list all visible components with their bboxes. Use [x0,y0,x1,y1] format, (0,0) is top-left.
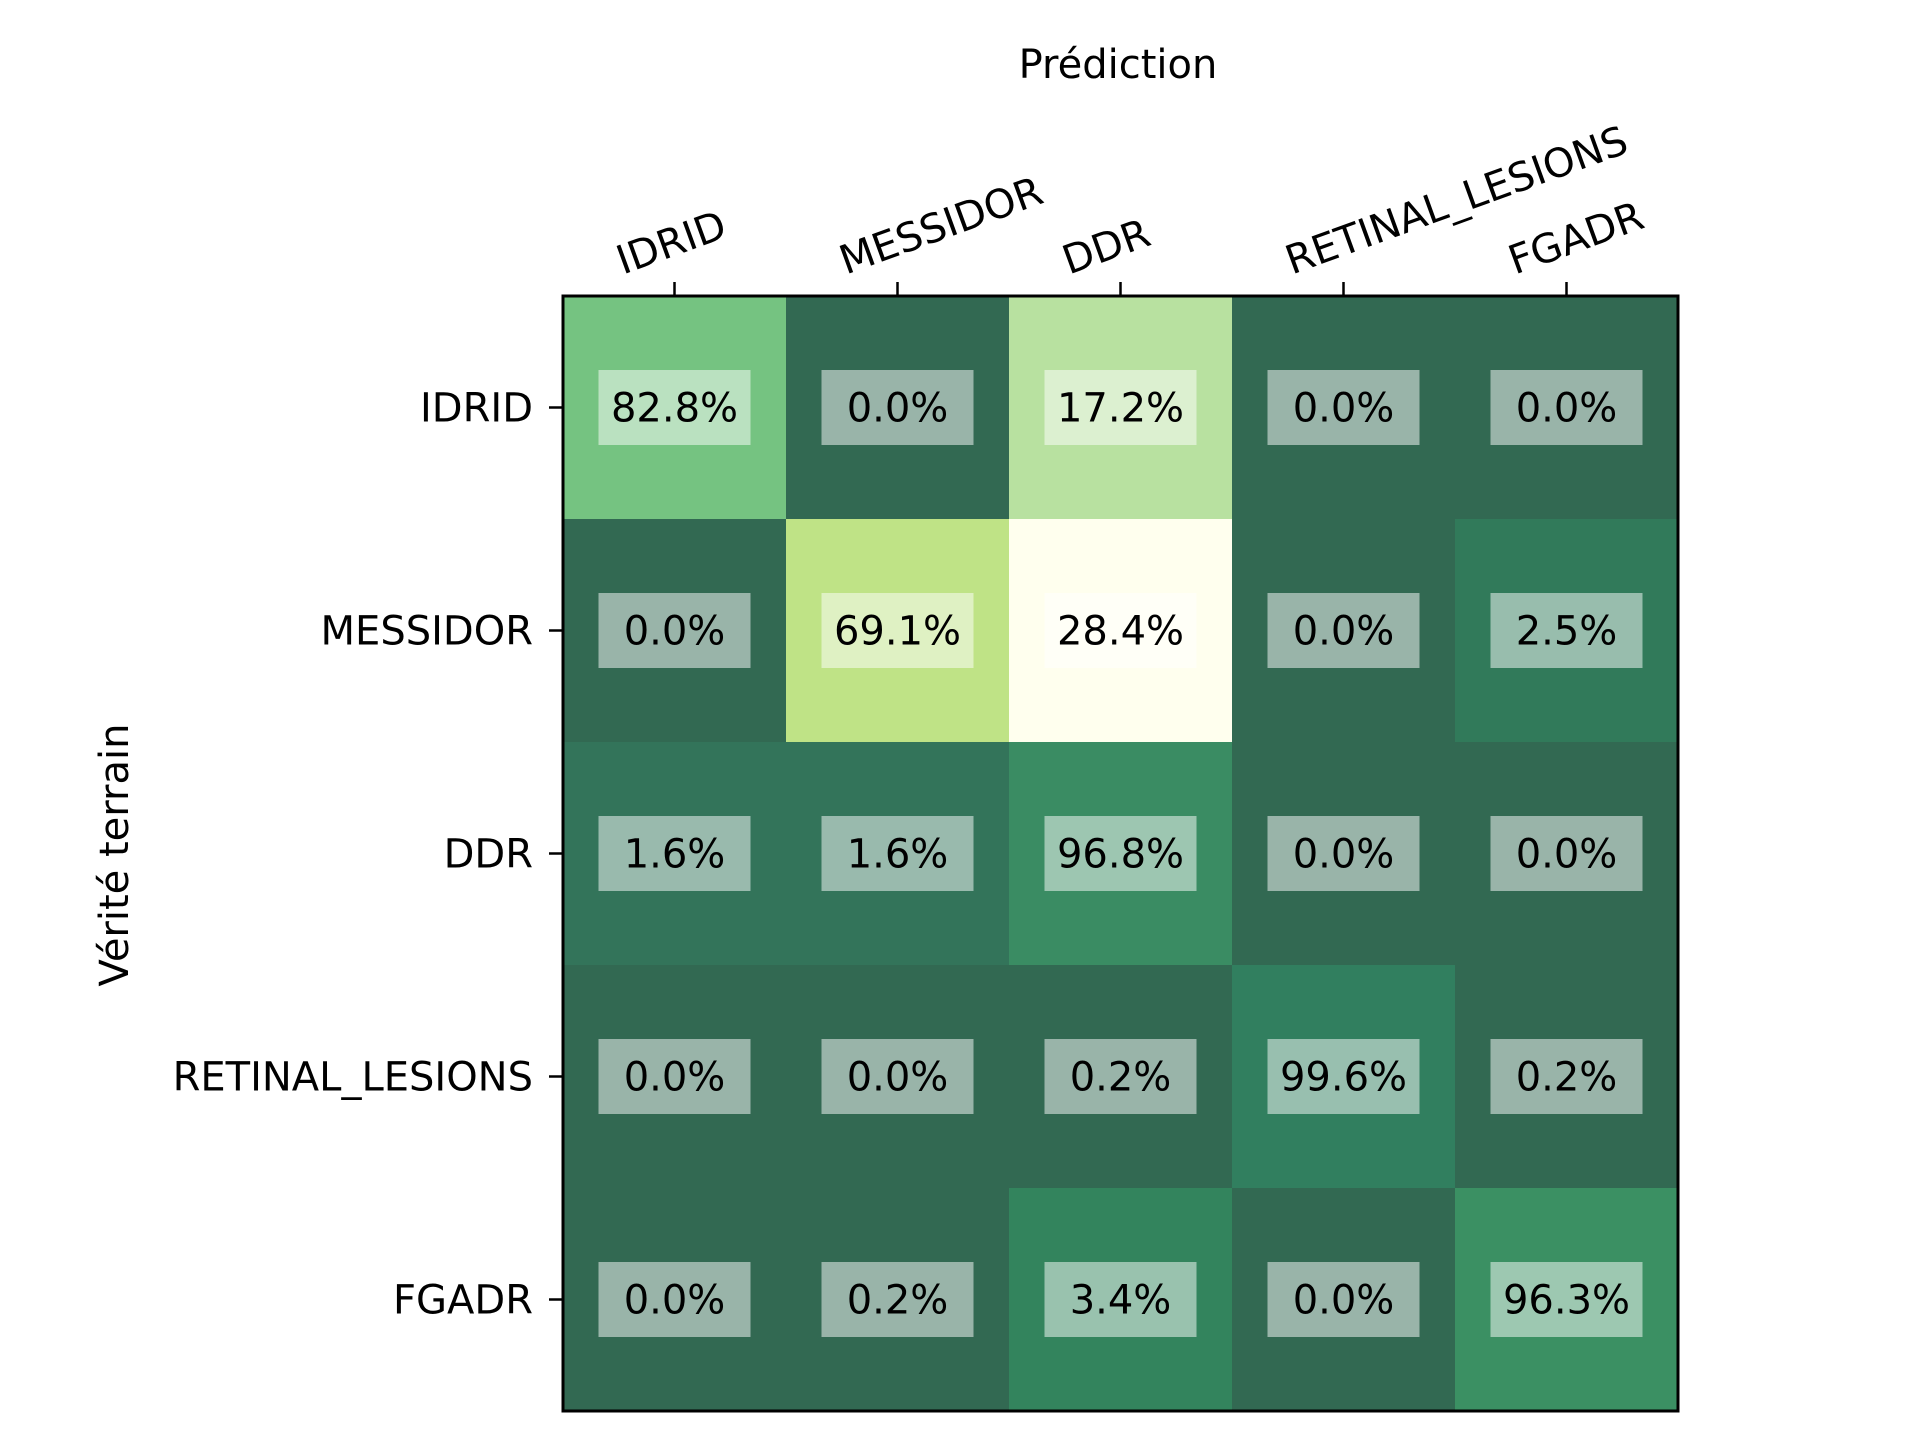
y-axis-title: Vérité terrain [92,724,138,987]
cell-label-box-1-2 [1044,593,1197,668]
cell-label-box-3-1 [821,1039,974,1114]
cell-label-box-4-4 [1490,1262,1643,1337]
cell-label-box-2-4 [1490,816,1643,891]
plot-frame [561,294,1680,1413]
y-tick-label-2: DDR [444,832,533,878]
cell-label-box-0-0 [598,370,751,445]
cell-label-0-0: 82.8% [611,386,738,432]
cell-label-box-4-3 [1267,1262,1420,1337]
cell-label-box-1-0 [598,593,751,668]
cell-label-3-2: 0.2% [1070,1055,1172,1101]
cell-label-box-1-4 [1490,593,1643,668]
cell-label-4-2: 3.4% [1070,1278,1172,1324]
cell-label-0-1: 0.0% [847,386,949,432]
cell-label-box-1-3 [1267,593,1420,668]
cell-label-0-4: 0.0% [1516,386,1618,432]
cell-label-box-2-2 [1044,816,1197,891]
heatmap-cell-labels: 82.8% 0.0% 17.2% 0.0% 0.0% 0.0% 69.1% 28.4% 0.0%… [598,370,1643,1337]
cell-label-box-0-1 [821,370,974,445]
cell-label-1-0: 0.0% [624,609,726,655]
x-tick-label-4: FGADR [1503,193,1650,284]
cell-label-box-2-3 [1267,816,1420,891]
x-tick-label-2: DDR [1057,210,1157,284]
x-tick-label-0: IDRID [611,202,733,284]
cell-label-1-4: 2.5% [1516,609,1618,655]
cell-label-box-3-4 [1490,1039,1643,1114]
cell-label-2-1: 1.6% [847,832,949,878]
cell-label-3-1: 0.0% [847,1055,949,1101]
cell-label-box-4-1 [821,1262,974,1337]
y-tick-label-3: RETINAL_LESIONS [173,1055,533,1101]
cell-label-4-0: 0.0% [624,1278,726,1324]
y-tick-label-1: MESSIDOR [321,609,533,655]
y-axis-ticks: IDRID MESSIDOR DDR RETINAL_LESIONS FGADR [173,386,563,1324]
cell-label-box-4-2 [1044,1262,1197,1337]
y-tick-label-4: FGADR [393,1278,533,1324]
x-axis-title: Prédiction [1019,42,1218,88]
cell-label-2-2: 96.8% [1057,832,1184,878]
cell-label-box-0-2 [1044,370,1197,445]
cell-label-4-4: 96.3% [1503,1278,1630,1324]
cell-label-3-3: 99.6% [1280,1055,1407,1101]
cell-label-3-4: 0.2% [1516,1055,1618,1101]
x-tick-label-1: MESSIDOR [834,168,1049,284]
cell-label-1-1: 69.1% [834,609,961,655]
cell-label-3-0: 0.0% [624,1055,726,1101]
cell-label-1-2: 28.4% [1057,609,1184,655]
cell-label-4-3: 0.0% [1293,1278,1395,1324]
cell-label-box-0-4 [1490,370,1643,445]
cell-label-box-4-0 [598,1262,751,1337]
cell-label-1-3: 0.0% [1293,609,1395,655]
cell-label-2-3: 0.0% [1293,832,1395,878]
cell-label-box-3-3 [1267,1039,1420,1114]
cell-label-box-3-2 [1044,1039,1197,1114]
y-tick-label-0: IDRID [420,386,533,432]
cell-label-box-1-1 [821,593,974,668]
cell-label-2-4: 0.0% [1516,832,1618,878]
cell-label-box-2-0 [598,816,751,891]
cell-label-box-3-0 [598,1039,751,1114]
cell-label-box-2-1 [821,816,974,891]
cell-label-0-3: 0.0% [1293,386,1395,432]
cell-label-box-0-3 [1267,370,1420,445]
cell-label-0-2: 17.2% [1057,386,1184,432]
cell-label-4-1: 0.2% [847,1278,949,1324]
cell-label-2-0: 1.6% [624,832,726,878]
